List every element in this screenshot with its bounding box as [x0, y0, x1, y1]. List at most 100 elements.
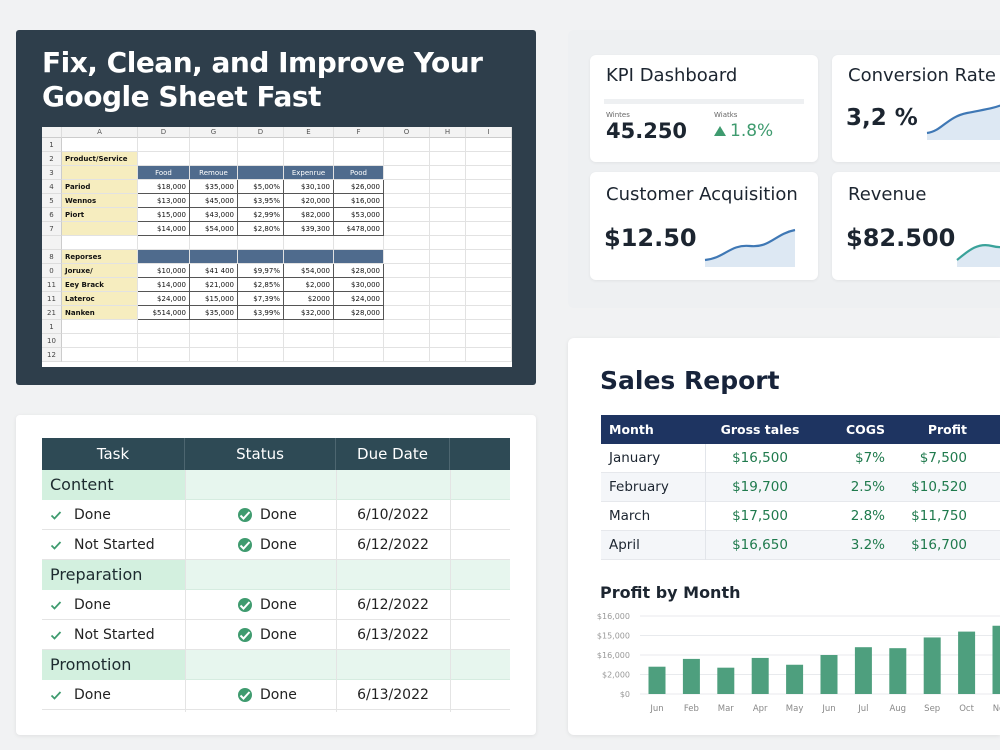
sheet-cell [238, 166, 284, 180]
status-icon [238, 598, 252, 612]
column-header: O [384, 127, 430, 138]
report-cell: $10,520 [911, 479, 967, 495]
sheet-cell: $13,000 [138, 194, 190, 208]
table-header: Status [185, 438, 336, 470]
sheet-cell: $32,000 [284, 306, 334, 320]
sheet-cell [190, 152, 238, 166]
report-cell: $16,650 [732, 537, 788, 553]
report-header: Gross tales [720, 422, 800, 437]
kpi-card: Revenue $82.500 [832, 172, 1000, 280]
sheet-cell [384, 292, 430, 306]
task-name: Done [74, 597, 111, 613]
sheet-cell: Pood [334, 166, 384, 180]
sheet-cell [284, 348, 334, 362]
sheet-cell [62, 236, 138, 250]
row-number: 5 [42, 194, 62, 208]
row-number: 7 [42, 222, 62, 236]
x-tick-label: Oct [959, 704, 974, 714]
sheet-cell [430, 320, 466, 334]
sheet-cell [466, 152, 512, 166]
column-divider [450, 470, 451, 712]
icon-check [239, 631, 251, 640]
section-label: Promotion [42, 650, 185, 680]
sheet-cell [138, 250, 190, 264]
row-number: 3 [42, 166, 62, 180]
icon-check [50, 691, 62, 700]
column-divider [336, 470, 337, 712]
sheet-cell [430, 208, 466, 222]
status-icon [238, 688, 252, 702]
card-title: Conversion Rate [848, 65, 996, 86]
sheet-cell: $28,000 [334, 306, 384, 320]
card-value: 45.250 [606, 119, 688, 143]
table-header-bg [42, 438, 510, 470]
sheet-cell [384, 208, 430, 222]
report-cell: $16,500 [732, 450, 788, 466]
sheet-cell [384, 250, 430, 264]
bar [682, 658, 700, 694]
sheet-cell: $2,85% [238, 278, 284, 292]
task-status: Done [260, 507, 297, 523]
sheet-cell: $7,39% [238, 292, 284, 306]
sheet-cell [238, 138, 284, 152]
sheet-cell [284, 138, 334, 152]
sheet-cell: $35,000 [190, 180, 238, 194]
sheet-cell: $41 400 [190, 264, 238, 278]
row-number: 0 [42, 264, 62, 278]
sheet-cell: $14,000 [138, 278, 190, 292]
sheet-cell [430, 180, 466, 194]
column-header: I [466, 127, 512, 138]
card-change: 1.8% [730, 121, 774, 141]
sheet-cell: Piort [62, 208, 138, 222]
sheet-cell [334, 250, 384, 264]
card-title: Customer Acquisition [606, 184, 798, 205]
sheet-cell [466, 320, 512, 334]
sheet-cell: Eey Brack [62, 278, 138, 292]
bar [958, 631, 976, 694]
check-icon [50, 601, 62, 610]
report-cell: 2.5% [850, 479, 885, 495]
section-label: Preparation [42, 560, 185, 590]
x-tick-label: Nov [993, 704, 1000, 714]
bar [786, 664, 804, 694]
task-status: Done [260, 627, 297, 643]
column-header: D [138, 127, 190, 138]
sheet-cell [466, 292, 512, 306]
report-cell: 3.2% [850, 537, 885, 553]
task-row [42, 530, 510, 560]
check-icon [50, 691, 62, 700]
row-number: 10 [42, 334, 62, 348]
corner-cell [42, 127, 62, 138]
card-divider [604, 99, 804, 104]
sheet-cell: Reporses [62, 250, 138, 264]
column-header: G [190, 127, 238, 138]
sheet-cell [384, 152, 430, 166]
sheet-cell [62, 166, 138, 180]
sheet-cell [384, 166, 430, 180]
column-header: A [62, 127, 138, 138]
sheet-cell: $21,000 [190, 278, 238, 292]
sheet-cell [284, 152, 334, 166]
kpi-card: Conversion Rate 3,2 % [832, 55, 1000, 162]
sheet-cell [138, 320, 190, 334]
report-cell: $7,500 [919, 450, 967, 466]
status-icon [238, 628, 252, 642]
y-tick-label: $15,000 [597, 632, 630, 641]
sheet-cell [238, 236, 284, 250]
report-row [601, 502, 1000, 531]
row-number: 1 [42, 320, 62, 334]
sheet-cell [466, 208, 512, 222]
sheet-cell: $5,00% [238, 180, 284, 194]
table-header: Due Date [336, 438, 450, 470]
sheet-cell [466, 180, 512, 194]
sheet-cell [284, 250, 334, 264]
x-tick-label: Aug [889, 704, 906, 714]
sheet-cell [430, 306, 466, 320]
check-icon [50, 631, 62, 640]
sparkline [926, 104, 1000, 140]
panel-title: Google Sheet Fast [42, 80, 321, 113]
task-panel: Task Status Due Date Content Done Done 6/10/20… [16, 415, 536, 735]
sheet-cell: $18,000 [138, 180, 190, 194]
sheet-cell: Product/Service [62, 152, 138, 166]
